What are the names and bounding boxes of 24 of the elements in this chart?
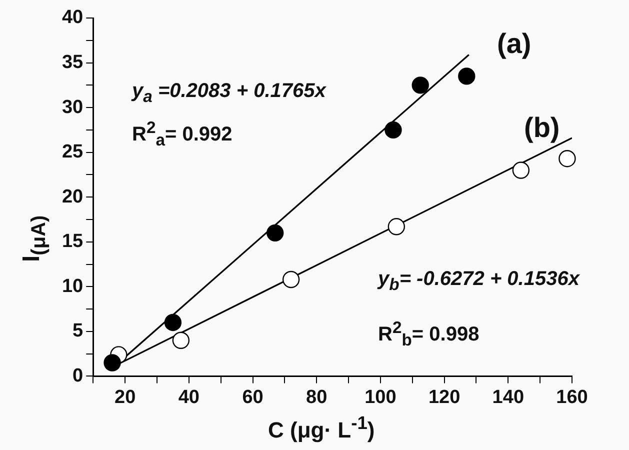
y-tick-label: 25 — [62, 142, 84, 163]
y-tick-label: 10 — [62, 276, 84, 297]
x-axis-title: C (μg· L$^{-1}$) — [268, 412, 375, 444]
annotation: y$_{a}$ =0.2083 + 0.1765x — [132, 80, 326, 107]
y-tick-label: 20 — [62, 186, 84, 208]
x-tick-label: 40 — [178, 386, 200, 408]
y-tick-label: 15 — [62, 231, 84, 252]
y-tick-label: 5 — [72, 320, 84, 342]
x-tick-label: 140 — [492, 386, 524, 408]
annotation: R$^{2}$$_{a}$= 0.992 — [132, 118, 232, 151]
annotation: R$^{2}$$_{b}$= 0.998 — [378, 318, 480, 351]
y-tick-label: 0 — [72, 365, 84, 386]
y-tick-label: 35 — [62, 52, 84, 74]
x-tick-label: 20 — [114, 386, 136, 408]
x-tick-label: 120 — [428, 386, 460, 408]
x-tick-label: 80 — [306, 386, 328, 408]
y-tick-label: 40 — [62, 7, 84, 28]
y-tick-label: 30 — [62, 96, 84, 118]
x-tick-label: 100 — [364, 386, 396, 408]
annotation: (b) — [524, 112, 560, 144]
annotation: y$_{b}$= -0.6272 + 0.1536x — [378, 268, 580, 295]
x-tick-label: 160 — [556, 386, 588, 408]
annotation: (a) — [497, 28, 532, 60]
x-tick-label: 60 — [242, 386, 264, 408]
